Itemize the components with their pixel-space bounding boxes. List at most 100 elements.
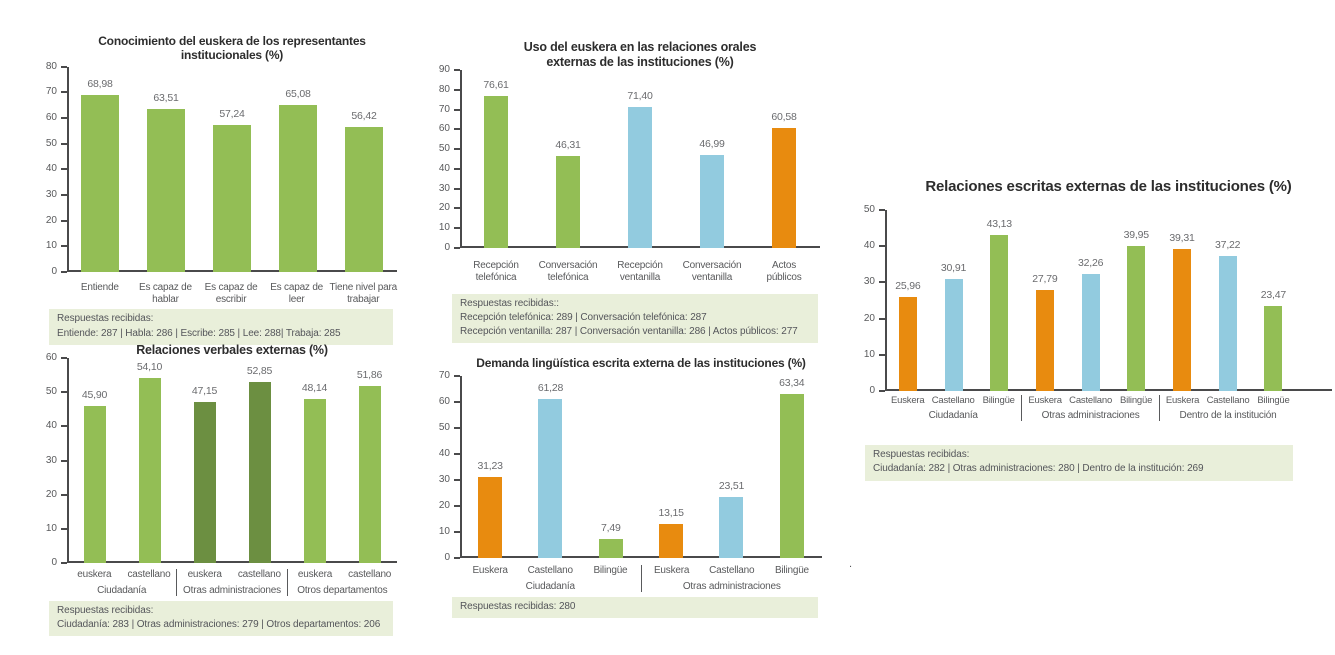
bar-slot: 71,40	[604, 70, 676, 248]
y-tick-label: 10	[45, 522, 57, 534]
bar	[772, 128, 796, 248]
y-tick-label: 0	[51, 557, 57, 568]
chart-title-line: Uso del euskera en las relaciones orales	[523, 40, 757, 54]
y-tick-label: 40	[438, 448, 450, 460]
y-axis-tick	[454, 557, 460, 560]
note-line: Respuestas recibidas: 280	[460, 601, 576, 613]
y-axis-tick	[454, 479, 460, 482]
bar-slot: 43,13	[976, 210, 1022, 391]
bar-value-label: 23,51	[718, 480, 745, 493]
bar-value-label: 39,95	[1123, 229, 1149, 242]
y-tick-label: 20	[438, 500, 450, 512]
bar	[147, 109, 185, 272]
note-line: Entiende: 287 | Habla: 286 | Escribe: 28…	[57, 327, 341, 339]
bar-value-label: 63,34	[779, 376, 805, 389]
y-axis-tick	[879, 390, 885, 392]
bar-group: 45,90 54,10	[67, 358, 177, 563]
y-axis-tick	[454, 128, 460, 131]
bar-slot: 7,49	[581, 376, 641, 559]
y-tick-label: 50	[438, 143, 450, 155]
y-axis-tick	[61, 357, 67, 359]
y-axis-tick	[454, 247, 460, 249]
bar	[944, 279, 963, 391]
category-row: Euskera Castellano Bilingüe	[885, 395, 1021, 406]
y-axis-tick	[61, 142, 67, 145]
category-label: Castellano	[931, 395, 975, 406]
category-label: Castellano	[1206, 395, 1250, 406]
x-label-group: euskera castellano Ciudadanía	[67, 569, 178, 596]
bar	[303, 398, 326, 563]
bar	[1218, 256, 1237, 391]
category-label: castellano	[127, 569, 171, 580]
y-axis-tick	[61, 168, 67, 171]
bar-value-label: 31,23	[477, 460, 503, 473]
category-row: Euskera Castellano Bilingüe	[642, 565, 823, 577]
y-axis-tick	[454, 88, 460, 91]
bar	[478, 477, 503, 559]
category-label: Es capaz de escribir	[204, 281, 258, 305]
category-label: castellano	[237, 569, 281, 580]
y-axis-tick	[879, 209, 885, 211]
category-row: euskera castellano	[288, 569, 397, 581]
y-axis-tick	[454, 401, 460, 404]
bar-slot: 30,91	[931, 210, 977, 391]
bar	[81, 95, 119, 272]
plot-area: 0 10 20 30 40 50 60 45,90 54,10 47,15 52,85 48,14 51…	[46, 352, 397, 568]
category-label: Conversación ventanilla	[682, 260, 742, 283]
bar	[659, 524, 684, 559]
x-label-group: euskera castellano Otros departamentos	[288, 569, 397, 596]
category-row: Euskera Castellano Bilingüe	[1160, 395, 1296, 406]
bar	[83, 406, 106, 563]
bar-value-label: 51,86	[356, 368, 383, 381]
chart-title-line: Conocimiento del euskera de los represen…	[98, 34, 366, 48]
y-axis-tick	[454, 148, 460, 151]
axis-frame	[885, 210, 1332, 391]
bar	[1173, 248, 1191, 391]
bar-slot: 46,31	[532, 70, 604, 248]
bar-group: 25,96 30,91 43,13	[885, 210, 1022, 391]
chart-title: Relaciones escritas externas de las inst…	[885, 178, 1332, 196]
bar-slot: 31,23	[460, 376, 520, 559]
y-tick-label: 90	[438, 64, 450, 75]
category-row: Euskera Castellano Bilingüe	[1022, 395, 1158, 406]
bar-group: 48,14 51,86	[287, 358, 397, 563]
bar-value-label: 7,49	[600, 521, 621, 534]
chart-title: Relaciones verbales externas (%)	[67, 343, 397, 358]
chart-title-line: Demanda lingüística escrita externa de l…	[476, 356, 806, 370]
bar	[279, 105, 317, 272]
x-label-group: Euskera Castellano Bilingüe Ciudadanía	[460, 565, 642, 593]
bar-group: 31,23 61,28 7,49	[460, 376, 641, 559]
bar-slot: 23,47	[1251, 210, 1297, 391]
y-tick-label: 60	[438, 123, 450, 135]
bar-value-label: 47,15	[191, 384, 218, 397]
bar	[898, 297, 917, 391]
bar-slot: 76,61	[460, 70, 532, 248]
note-box: Respuestas recibidas:: Recepción telefóni…	[452, 293, 818, 344]
group-label: Otras administraciones	[682, 581, 781, 593]
y-axis-tick	[879, 353, 885, 356]
y-tick-label: 0	[869, 385, 875, 396]
plot-area: 0 10 20 30 40 50 60 70 80 90 76,61 46,31 71,40 46,99 6…	[439, 64, 820, 253]
bar-slot: 51,86	[342, 358, 397, 563]
bar-slot: 56,42	[331, 67, 397, 272]
y-tick-label: 0	[444, 552, 450, 564]
bar	[779, 393, 804, 559]
y-axis-tick	[454, 187, 460, 190]
category-label: Bilingüe	[1119, 395, 1153, 406]
plot-area: 0 10 20 30 40 50 60 70 31,23 61,28 7,49 13,15 23,51 6…	[439, 370, 822, 563]
bar	[538, 399, 563, 559]
note-line: Recepción ventanilla: 287 | Conversación…	[460, 325, 798, 337]
chart-relaciones-verbales-externas: Relaciones verbales externas (%) 0 10 20 30 4…	[33, 343, 397, 637]
y-tick-label: 60	[45, 352, 57, 363]
chart-title: Uso del euskera en las relaciones orales…	[460, 40, 820, 70]
bar	[484, 96, 508, 248]
chart-title-line: institucionales (%)	[180, 48, 284, 63]
bar-group: 76,61 46,31 71,40 46,99 60,58	[460, 70, 820, 248]
bar-slot: 57,24	[199, 67, 265, 272]
y-tick-label: 0	[51, 265, 57, 277]
y-tick-label: 50	[45, 386, 57, 398]
y-tick-label: 60	[45, 112, 57, 124]
bar-value-label: 71,40	[627, 89, 653, 102]
bar-value-label: 76,61	[483, 79, 509, 92]
